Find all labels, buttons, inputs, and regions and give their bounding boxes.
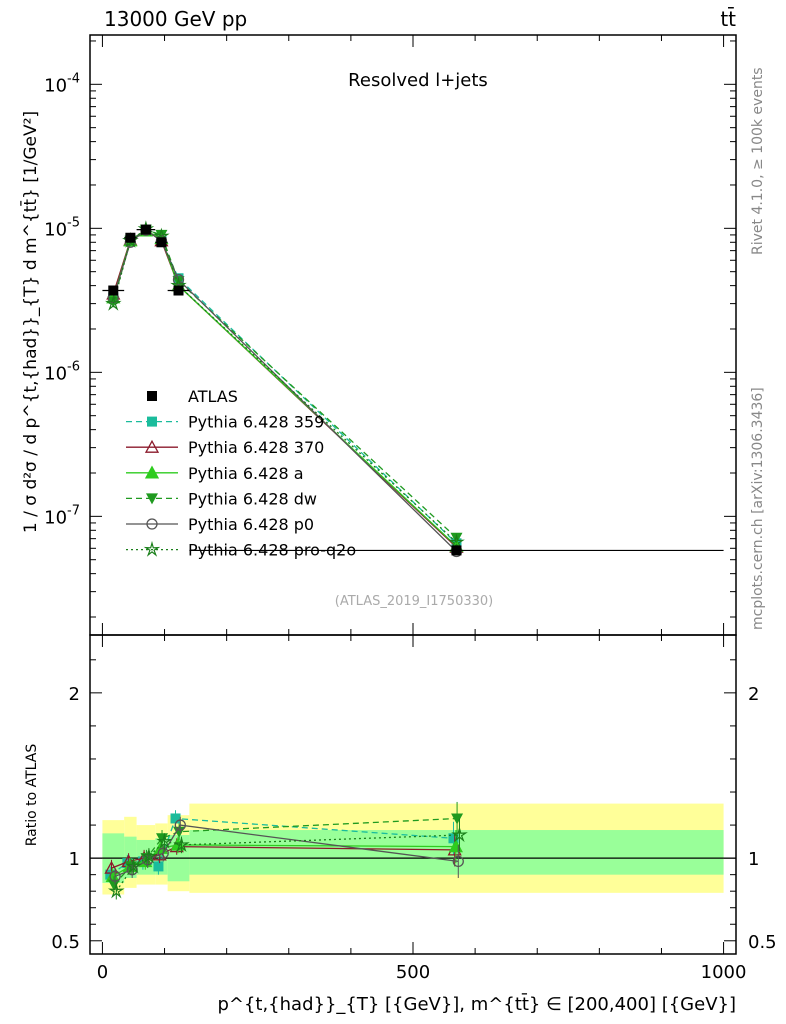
main-series-marker <box>450 532 463 544</box>
ratio-series-group <box>104 801 468 900</box>
ratio-y-tick-labels: 0.5 0.5 1 1 2 2 <box>51 684 776 953</box>
x-tick-labels: 0 500 1000 <box>97 962 747 983</box>
ratio-y-tick-label-right: 2 <box>748 684 759 705</box>
main-frame <box>89 34 737 636</box>
main-y-tick-label: 10-6 <box>44 359 80 384</box>
ratio-y-tick-label-right: 1 <box>748 849 759 870</box>
legend: ATLAS Pythia 6.428 359 Pythia 6.428 370 Pyt… <box>126 387 356 560</box>
x-tick-label: 1000 <box>701 962 747 983</box>
ratio-series-line <box>113 817 458 886</box>
legend-marker <box>144 465 160 479</box>
main-series-line <box>112 228 457 543</box>
legend-label: Pythia 6.428 a <box>188 464 304 483</box>
main-series-marker <box>104 294 122 311</box>
process-label: tt̄ <box>720 6 736 31</box>
energy-label: 13000 GeV pp <box>104 7 247 31</box>
main-panel: Resolved l+jets (ATLAS_2019_I1750330) 1 … <box>19 34 737 636</box>
ratio-series-marker <box>140 847 158 864</box>
data-point <box>125 232 136 243</box>
legend-label: ATLAS <box>188 387 238 406</box>
legend-marker <box>143 540 161 557</box>
main-title: Resolved l+jets <box>348 70 488 91</box>
data-point <box>173 285 184 296</box>
main-series-marker <box>172 274 185 286</box>
ratio-frame <box>89 634 737 955</box>
data-point <box>156 237 167 248</box>
ratio-axis-ticks <box>90 635 736 954</box>
legend-label: Pythia 6.428 dw <box>188 489 317 508</box>
ratio-series-marker <box>448 839 463 853</box>
mcplots-label: mcplots.cern.ch [arXiv:1306.3436] <box>750 387 766 630</box>
legend-label: Pythia 6.428 359 <box>188 413 324 432</box>
legend-marker <box>146 493 158 505</box>
legend-marker <box>147 416 157 427</box>
main-y-tick-label: 10-5 <box>44 215 80 240</box>
legend-label: Pythia 6.428 pro-q2o <box>188 541 356 560</box>
ratio-y-tick-label-right: 0.5 <box>748 932 777 953</box>
x-tick-label: 0 <box>97 962 108 983</box>
ratio-series-marker <box>451 826 468 843</box>
ratio-series-marker <box>107 882 125 899</box>
main-y-tick-labels: 10-7 10-6 10-5 10-4 <box>44 71 80 528</box>
ratio-series-marker <box>170 813 181 824</box>
ratio-y-tick-label: 2 <box>69 684 80 705</box>
x-tick-label: 500 <box>396 962 430 983</box>
rivet-label: Rivet 4.1.0, ≥ 100k events <box>750 67 766 255</box>
ratio-series-marker <box>157 847 169 859</box>
ratio-y-tick-label: 0.5 <box>51 932 80 953</box>
ratio-series-marker <box>156 832 173 849</box>
data-point <box>108 285 119 296</box>
main-y-tick-label: 10-7 <box>44 503 80 528</box>
ratio-series-marker <box>152 847 167 861</box>
legend-marker <box>144 439 160 453</box>
ratio-series-marker <box>109 870 121 882</box>
ratio-series-marker <box>125 857 142 874</box>
main-y-tick-label: 10-4 <box>44 71 80 96</box>
main-series-line <box>112 229 457 552</box>
ratio-series-marker <box>448 833 459 844</box>
legend-label: Pythia 6.428 p0 <box>188 515 314 534</box>
legend-marker <box>146 518 158 530</box>
analysis-label: (ATLAS_2019_I1750330) <box>335 594 493 609</box>
x-axis-label: p^{t,{had}}_{T} [{GeV}], m^{tt̄} ∈ [200,… <box>217 993 736 1015</box>
ratio-y-label: Ratio to ATLAS <box>24 744 40 847</box>
ratio-y-tick-label: 1 <box>69 849 80 870</box>
data-point <box>451 545 462 556</box>
main-axis-ticks <box>90 35 736 635</box>
ratio-series-marker <box>107 879 120 891</box>
data-point <box>140 224 151 235</box>
ratio-series-marker <box>451 813 464 825</box>
main-y-label: 1 / σ d²σ / d p^{t,{had}}_{T} d m^{tt̄} … <box>19 111 41 533</box>
legend-label: Pythia 6.428 370 <box>188 438 324 457</box>
ratio-series-marker <box>173 836 190 852</box>
ratio-panel: Ratio to ATLAS 0.5 0.5 1 1 2 2 0 500 1000 p^{t,… <box>24 634 777 1015</box>
ratio-series-marker <box>174 819 186 831</box>
legend-marker <box>147 391 157 401</box>
main-data-group <box>102 224 724 556</box>
ratio-series-marker <box>153 861 164 872</box>
main-series-marker <box>448 533 465 550</box>
ratio-series-marker <box>452 855 464 868</box>
